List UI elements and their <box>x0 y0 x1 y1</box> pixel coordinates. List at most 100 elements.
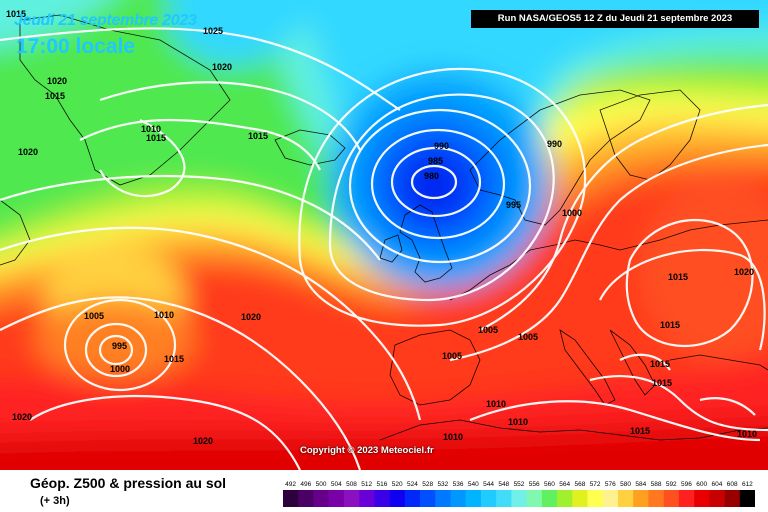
scale-value-label: 540 <box>468 481 479 488</box>
scale-value-label: 596 <box>681 481 692 488</box>
isobar-label: 1020 <box>212 62 232 72</box>
scale-value-label: 588 <box>651 481 662 488</box>
geopotential-field <box>0 0 768 470</box>
scale-value-label: 512 <box>361 481 372 488</box>
scale-swatch <box>359 490 375 507</box>
scale-value-label: 508 <box>346 481 357 488</box>
scale-swatch <box>328 490 345 507</box>
scale-value-label: 532 <box>437 481 448 488</box>
isobar-label: 980 <box>424 171 439 181</box>
scale-value-label: 580 <box>620 481 631 488</box>
scale-value-label: 560 <box>544 481 555 488</box>
isobar-label: 990 <box>547 139 562 149</box>
forecast-lead-time: (+ 3h) <box>40 495 70 507</box>
isobar-label: 1020 <box>734 267 754 277</box>
scale-swatch <box>298 490 314 507</box>
isobar-label: 1025 <box>203 26 223 36</box>
scale-swatch <box>663 490 680 507</box>
scale-swatch <box>602 490 619 507</box>
scale-value-label: 608 <box>727 481 738 488</box>
isobar-label: 1015 <box>248 131 268 141</box>
scale-swatch <box>343 490 360 507</box>
scale-value-label: 520 <box>392 481 403 488</box>
scale-swatch <box>541 490 558 507</box>
isobar-label: 1020 <box>193 436 213 446</box>
isobar-label: 1015 <box>630 426 650 436</box>
isobar-label: 1010 <box>508 417 528 427</box>
isobar-label: 1015 <box>164 354 184 364</box>
forecast-date: Jeudi 21 septembre 2023 <box>14 12 197 29</box>
scale-swatch <box>511 490 527 507</box>
scale-swatch <box>678 490 695 507</box>
scale-swatch <box>389 490 406 507</box>
scale-swatch <box>557 490 573 507</box>
scale-value-label: 576 <box>605 481 616 488</box>
isobar-label: 1005 <box>518 332 538 342</box>
isobar-label: 1010 <box>737 429 757 439</box>
scale-swatch <box>450 490 467 507</box>
isobar-label: 1015 <box>650 359 670 369</box>
scale-value-label: 552 <box>514 481 525 488</box>
isobar-label: 995 <box>506 200 521 210</box>
isobar-label: 1000 <box>110 364 130 374</box>
scale-value-label: 544 <box>483 481 494 488</box>
scale-swatch <box>572 490 588 507</box>
isobar-label: 1010 <box>154 310 174 320</box>
legend-bar: Géop. Z500 & pression au sol (+ 3h) 492 4… <box>0 470 768 512</box>
scale-swatch <box>435 490 451 507</box>
isobar-label: 1005 <box>478 325 498 335</box>
scale-swatch <box>313 490 329 507</box>
scale-value-label: 516 <box>377 481 388 488</box>
scale-value-label: 600 <box>696 481 707 488</box>
scale-value-label: 572 <box>590 481 601 488</box>
scale-value-label: 500 <box>316 481 327 488</box>
scale-swatch <box>739 490 755 507</box>
scale-swatch <box>420 490 436 507</box>
scale-value-label: 528 <box>422 481 433 488</box>
isobar-label: 1015 <box>6 9 26 19</box>
scale-swatch <box>709 490 725 507</box>
scale-swatch <box>633 490 649 507</box>
scale-value-label: 584 <box>635 481 646 488</box>
scale-swatch <box>617 490 634 507</box>
scale-swatch <box>526 490 543 507</box>
scale-swatch <box>480 490 497 507</box>
scale-value-label: 612 <box>742 481 753 488</box>
isobar-label: 985 <box>428 156 443 166</box>
isobar-label: 1010 <box>443 432 463 442</box>
scale-swatch <box>724 490 741 507</box>
model-run-label: Run NASA/GEOS5 12 Z du Jeudi 21 septembr… <box>471 10 759 28</box>
scale-swatch <box>374 490 390 507</box>
scale-swatch <box>283 490 299 507</box>
isobars <box>0 27 768 470</box>
scale-value-label: 568 <box>574 481 585 488</box>
isobar-label: 1015 <box>45 91 65 101</box>
scale-value-label: 492 <box>285 481 296 488</box>
isobar-label: 1010 <box>141 124 161 134</box>
isobar-label: 1015 <box>146 133 166 143</box>
scale-swatch <box>694 490 710 507</box>
scale-value-label: 604 <box>712 481 723 488</box>
isobar-labels: 1015 1025 1020 1020 1015 1020 1010 1015 … <box>6 9 757 446</box>
coastlines <box>0 14 768 441</box>
isobar-label: 1020 <box>12 412 32 422</box>
scale-swatch <box>465 490 482 507</box>
color-scale: 492 496 500 504 508 512 516 520 524 528 532 536 540 5… <box>283 481 755 507</box>
isobar-label: 1010 <box>486 399 506 409</box>
isobar-label: 1015 <box>660 320 680 330</box>
scale-swatch <box>404 490 421 507</box>
forecast-local-time: 17:00 locale <box>16 35 136 58</box>
scale-swatch <box>648 490 664 507</box>
isobar-label: 1020 <box>47 76 67 86</box>
isobar-label: 1005 <box>84 311 104 321</box>
scale-swatch <box>587 490 604 507</box>
isobar-label: 1015 <box>652 378 672 388</box>
isobar-label: 995 <box>112 341 127 351</box>
scale-value-label: 592 <box>666 481 677 488</box>
weather-map: 1015 1025 1020 1020 1015 1020 1010 1015 … <box>0 0 768 470</box>
scale-swatch <box>496 490 512 507</box>
scale-value-label: 496 <box>300 481 311 488</box>
isobar-label: 1000 <box>562 208 582 218</box>
scale-value-label: 548 <box>498 481 509 488</box>
